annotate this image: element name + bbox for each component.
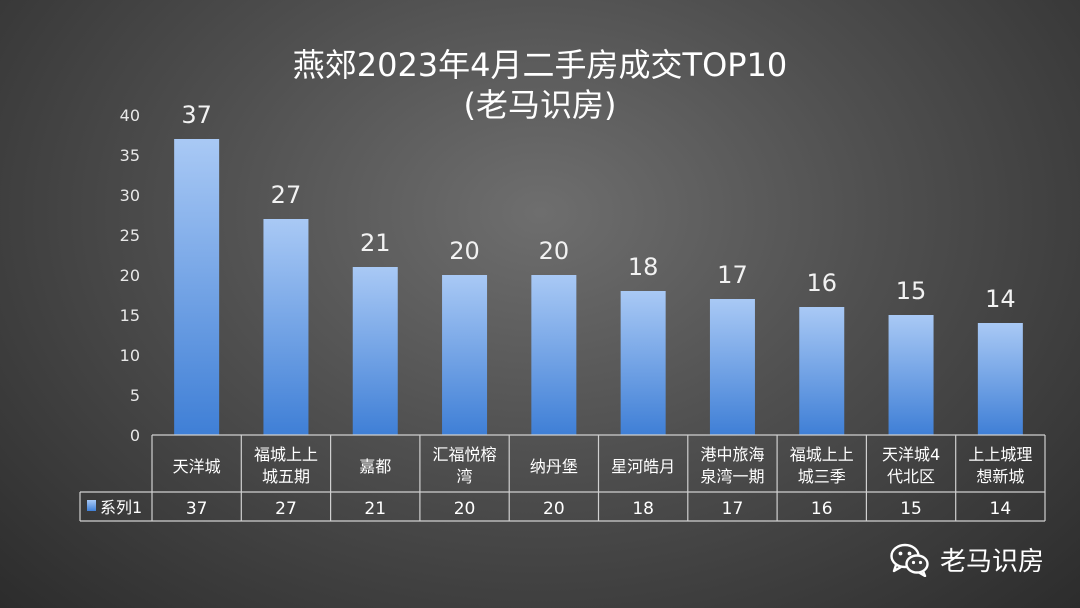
bar (799, 307, 845, 435)
data-label: 15 (896, 277, 927, 305)
bar (531, 275, 577, 435)
y-tick-label: 25 (120, 226, 140, 245)
category-label-line: 天洋城4 (882, 445, 940, 464)
legend-key (87, 500, 96, 511)
bar (174, 139, 220, 435)
chart-subtitle: (老马识房) (464, 86, 617, 124)
category-label: 星河皓月 (611, 457, 675, 476)
y-axis: 0 5 10 15 20 25 30 35 40 (120, 106, 140, 445)
category-label-line: 港中旅海 (700, 445, 764, 464)
y-tick-label: 20 (120, 266, 140, 285)
y-tick-label: 15 (120, 306, 140, 325)
bar (263, 219, 309, 435)
y-tick-label: 40 (120, 106, 140, 125)
y-tick-label: 35 (120, 146, 140, 165)
data-label: 14 (985, 285, 1016, 313)
category-label: 汇福悦榕湾 (433, 445, 497, 486)
table-value-cell: 37 (186, 499, 208, 519)
table-value-cell: 18 (632, 499, 654, 519)
table-value-cell: 15 (900, 499, 922, 519)
watermark-text: 老马识房 (939, 547, 1044, 577)
y-tick-label: 0 (130, 426, 140, 445)
bar (352, 267, 398, 435)
table-value-cell: 20 (454, 499, 476, 519)
category-label: 上上城理想新城 (968, 445, 1032, 486)
data-label: 20 (449, 237, 480, 265)
data-label: 37 (181, 101, 212, 129)
category-label: 嘉都 (359, 457, 391, 476)
table-value-cell: 21 (364, 499, 386, 519)
category-label-line: 汇福悦榕 (433, 445, 497, 464)
table-value-cell: 27 (275, 499, 297, 519)
table-value-cell: 20 (543, 499, 565, 519)
table-value-cell: 14 (990, 499, 1012, 519)
data-label: 18 (628, 253, 659, 281)
data-label: 21 (360, 229, 391, 257)
bar (620, 291, 666, 435)
data-label: 20 (539, 237, 570, 265)
category-label-line: 想新城 (976, 467, 1024, 486)
category-label-line: 湾 (457, 467, 473, 486)
bar (977, 323, 1023, 435)
bar (442, 275, 488, 435)
category-label-line: 上上城理 (968, 445, 1032, 464)
category-label-line: 福城上上 (254, 445, 318, 464)
data-label: 16 (806, 269, 837, 297)
category-label-line: 城三季 (798, 467, 846, 486)
category-label: 福城上上城五期 (254, 445, 318, 486)
data-label: 17 (717, 261, 748, 289)
legend-series-name: 系列1 (100, 498, 142, 517)
category-label-line: 福城上上 (790, 445, 854, 464)
category-label-line: 城五期 (262, 467, 310, 486)
category-label: 纳丹堡 (530, 457, 578, 476)
table-value-cell: 16 (811, 499, 833, 519)
bar (709, 299, 755, 435)
category-label-line: 代北区 (887, 467, 935, 486)
category-label: 港中旅海泉湾一期 (700, 445, 764, 486)
bar-series: 37 27 21 20 20 18 17 16 15 14 (174, 101, 1023, 435)
chart-title: 燕郊2023年4月二手房成交TOP10 (293, 46, 788, 84)
wechat-icon (890, 543, 929, 577)
y-tick-label: 10 (120, 346, 140, 365)
watermark: 老马识房 (890, 541, 1044, 578)
category-label: 天洋城 (173, 457, 221, 476)
category-label: 福城上上城三季 (790, 445, 854, 486)
category-label: 天洋城4 代北区 (882, 445, 940, 486)
category-label-line: 泉湾一期 (700, 467, 764, 486)
y-tick-label: 30 (120, 186, 140, 205)
table-value-cell: 17 (722, 499, 744, 519)
data-label: 27 (271, 181, 302, 209)
bar (888, 315, 934, 435)
y-tick-label: 5 (130, 386, 140, 405)
